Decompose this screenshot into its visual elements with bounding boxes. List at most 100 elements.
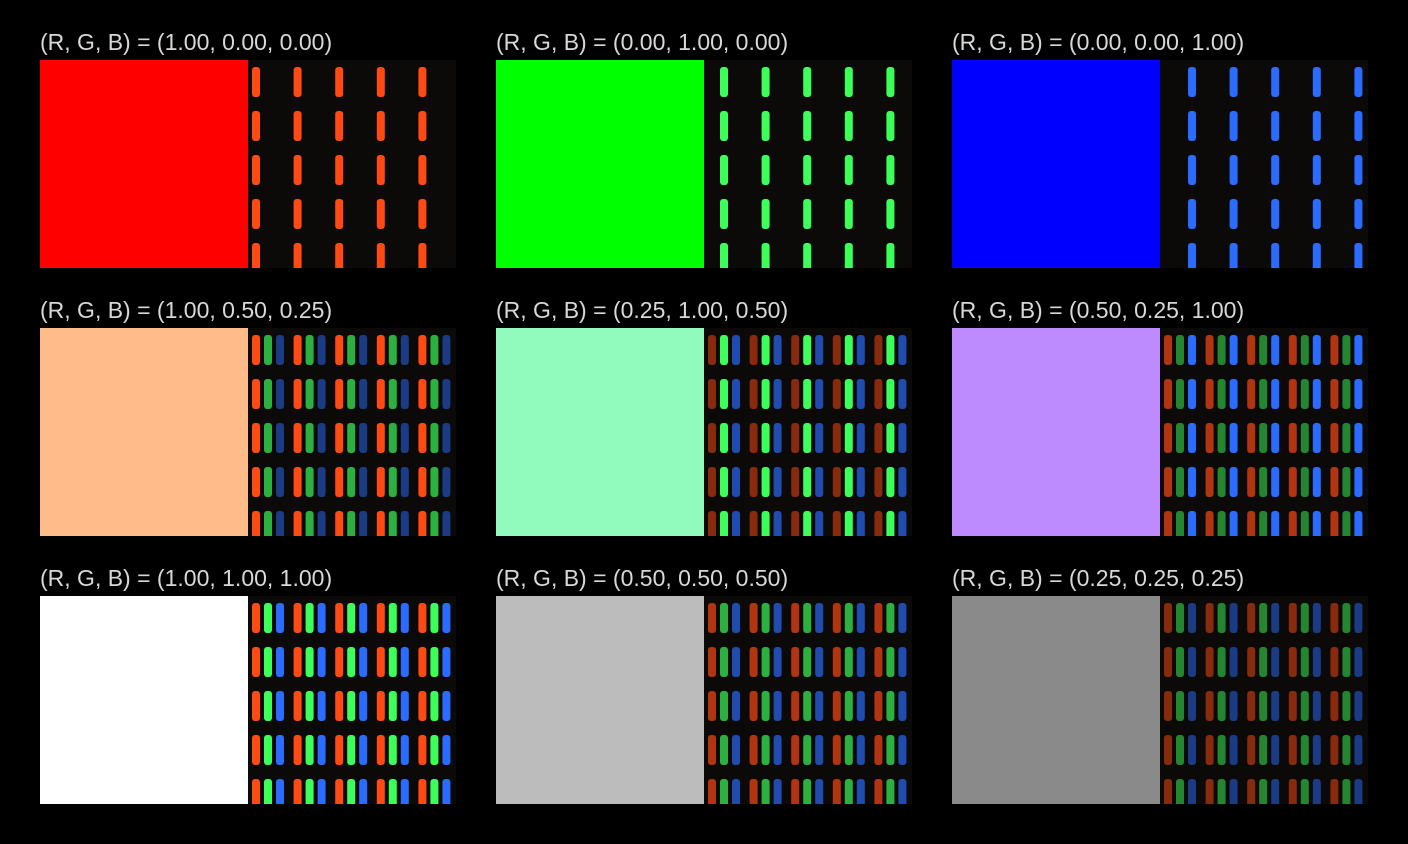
subpixel-green [1259,603,1268,633]
subpixel-blue [400,735,409,765]
subpixel-blue [815,511,824,536]
subpixel-green [1217,423,1226,453]
subpixel-red [791,691,800,721]
color-swatch [496,328,704,536]
subpixel-green [844,423,853,453]
subpixel-red [418,423,427,453]
subpixel-blue [1229,603,1238,633]
subpixel-blue [898,691,907,721]
subpixel-blue [1229,335,1238,365]
subpixel-blue [856,423,865,453]
subpixel-blue [400,335,409,365]
subpixel-green [1176,511,1184,536]
subpixel-red [418,467,427,497]
subpixel-blue [1312,691,1321,721]
subpixel-red [252,155,260,185]
subpixel-green [1259,423,1268,453]
subpixel-green [886,423,895,453]
subpixel-blue [773,423,782,453]
subpixel-red [1164,335,1172,365]
subpixel-blue [442,379,451,409]
subpixel-green [803,67,812,97]
subpixel-green [886,735,895,765]
subpixel-green [1300,735,1309,765]
subpixel-green [844,647,853,677]
subpixel-green [1342,467,1351,497]
subpixel-red [252,335,260,365]
subpixel-red [1288,603,1297,633]
subpixel-red [874,603,883,633]
subpixel-blue [442,335,451,365]
subpixel-blue [1271,243,1280,268]
subpixel-red [749,735,758,765]
subpixel-green [844,199,853,229]
subpixel-red [335,111,344,141]
subpixel-green [803,511,812,536]
subpixel-green [1342,379,1351,409]
subpixel-red [293,379,302,409]
subpixel-blue [732,423,740,453]
subpixel-green [1176,779,1184,804]
subpixel-blue [1312,735,1321,765]
subpixel-green [430,691,439,721]
subpixel-blue [276,335,284,365]
subpixel-red [335,67,344,97]
subpixel-green [1259,467,1268,497]
subpixel-blue [400,511,409,536]
color-swatch [40,328,248,536]
subpixel-red [874,691,883,721]
subpixel-red [1205,423,1214,453]
subpixel-green [844,111,853,141]
subpixel-red [293,467,302,497]
subpixel-green [1259,735,1268,765]
subpixel-red [252,603,260,633]
subpixel-blue [773,379,782,409]
subpixel-blue [856,735,865,765]
subpixel-blue [773,511,782,536]
subpixel-red [335,243,344,268]
subpixel-blue [1188,735,1196,765]
subpixel-blue [1312,155,1321,185]
subpixel-green [1217,735,1226,765]
subpixel-blue [317,423,326,453]
subpixel-red [749,511,758,536]
rgb-label: (R, G, B) = (0.00, 1.00, 0.00) [496,29,789,55]
subpixel-green [803,691,812,721]
subpixel-green [388,423,397,453]
subpixel-green [388,735,397,765]
subpixel-green [886,243,895,268]
subpixel-blue [1229,111,1238,141]
subpixel-red [874,779,883,804]
subpixel-red [418,335,427,365]
subpixel-green [886,603,895,633]
subpixel-blue [732,379,740,409]
subpixel-red [252,647,260,677]
subpixel-blue [1229,691,1238,721]
subpixel-green [347,603,356,633]
subpixel-red [376,379,385,409]
subpixel-red [832,647,841,677]
subpixel-blue [898,423,907,453]
subpixel-blue [1229,379,1238,409]
subpixel-green [761,155,770,185]
subpixel-green [1259,335,1268,365]
subpixel-blue [1271,423,1280,453]
subpixel-red [791,511,800,536]
subpixel-red [749,647,758,677]
subpixel-green [305,603,314,633]
subpixel-green [844,779,853,804]
subpixel-red [335,335,344,365]
subpixel-red [708,779,716,804]
subpixel-green [803,735,812,765]
color-cell: (R, G, B) = (0.50, 0.25, 1.00) [952,296,1368,536]
subpixel-green [347,647,356,677]
subpixel-red [1288,335,1297,365]
subpixel-red [252,779,260,804]
subpixel-red [1205,779,1214,804]
subpixel-red [335,467,344,497]
subpixel-blue [442,735,451,765]
subpixel-red [1247,735,1256,765]
subpixel-red [376,511,385,536]
subpixel-red [749,691,758,721]
subpixel-green [761,647,770,677]
